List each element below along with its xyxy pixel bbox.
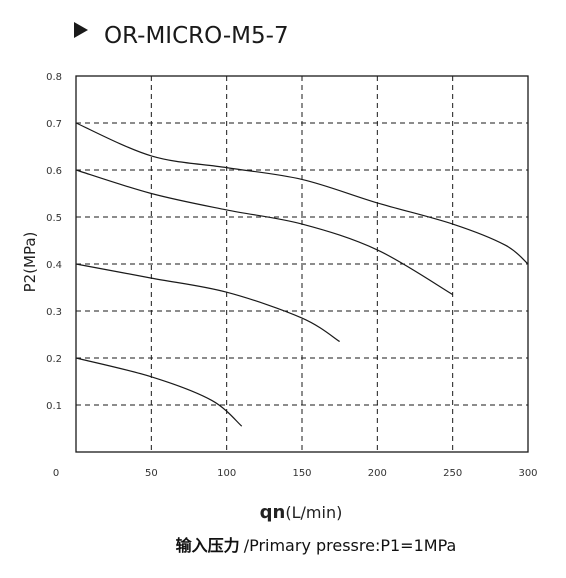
grid-lines (76, 76, 528, 452)
y-tick-label: 0.8 (46, 72, 62, 83)
y-axis-label: P2(MPa) (21, 232, 39, 293)
caption-cn: 输入压力 (176, 536, 240, 555)
data-series (75, 122, 529, 427)
x-tick-label: 250 (443, 468, 462, 479)
x-tick-label: 0 (53, 468, 59, 479)
y-tick-label: 0.5 (46, 213, 62, 224)
x-tick-label: 300 (518, 468, 537, 479)
title-arrow-icon (74, 22, 88, 38)
y-tick-label: 0.7 (46, 119, 62, 130)
caption-en: /Primary pressre:P1=1MPa (244, 536, 457, 555)
x-tick-label: 200 (368, 468, 387, 479)
pressure-caption: 输入压力/Primary pressre:P1=1MPa (176, 536, 457, 555)
y-tick-label: 0.3 (46, 307, 62, 318)
chart-title: OR-MICRO-M5-7 (104, 23, 289, 49)
x-tick-label: 50 (145, 468, 158, 479)
series-line-3 (75, 263, 340, 343)
x-tick-label: 150 (292, 468, 311, 479)
x-tick-label: 100 (217, 468, 236, 479)
y-tick-label: 0.2 (46, 354, 62, 365)
series-line-2 (75, 169, 453, 296)
y-tick-labels: 0.1 0.2 0.3 0.4 0.5 0.6 0.7 0.8 (46, 72, 62, 412)
y-tick-label: 0.1 (46, 401, 62, 412)
x-axis-label: qn(L/min) (260, 502, 343, 523)
x-tick-labels: 0 50 100 150 200 250 300 (53, 468, 538, 479)
y-tick-label: 0.6 (46, 166, 62, 177)
y-tick-label: 0.4 (46, 260, 62, 271)
series-line-4 (75, 357, 243, 427)
x-axis-label-unit: (L/min) (285, 503, 342, 522)
x-axis-label-main: qn (260, 502, 286, 523)
series-line-1 (75, 122, 529, 265)
